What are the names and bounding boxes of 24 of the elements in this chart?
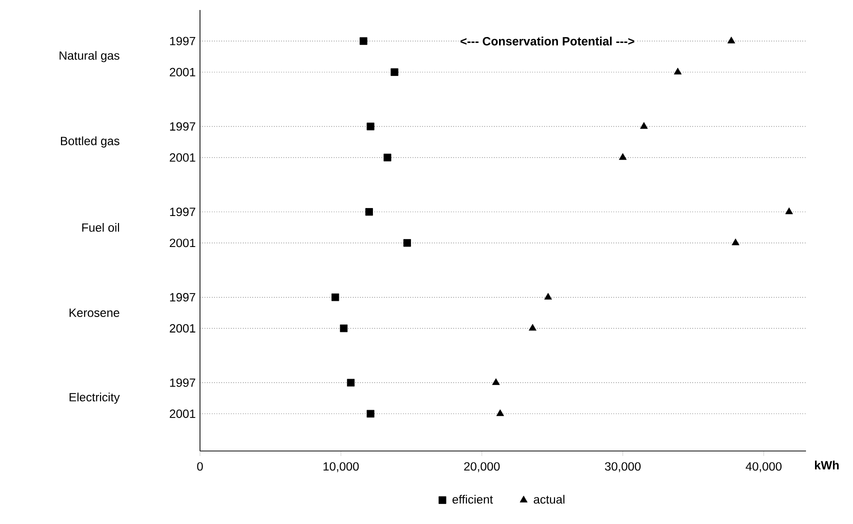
y-tick-label: 2001 bbox=[170, 410, 196, 418]
legend-label: actual bbox=[534, 494, 564, 504]
annotation: <--- Conservation Potential ---> bbox=[460, 36, 634, 46]
x-axis-title: kWh bbox=[815, 460, 839, 470]
y-tick-label: 2001 bbox=[170, 68, 196, 76]
x-tick-label: 10,000 bbox=[324, 462, 359, 472]
y-tick-label: 1997 bbox=[170, 208, 196, 216]
x-tick-label: 40,000 bbox=[746, 462, 782, 472]
y-tick-label: 2001 bbox=[170, 153, 196, 162]
text: Natural gas bbox=[60, 51, 120, 62]
text: Fuel oil bbox=[82, 223, 119, 232]
y-tick-label: 1997 bbox=[170, 122, 196, 131]
x-tick-label: 30,000 bbox=[604, 462, 641, 472]
text: Electricity bbox=[70, 392, 120, 404]
y-tick-label: 2001 bbox=[170, 324, 196, 333]
y-tick-label: 2001 bbox=[170, 238, 196, 248]
y-tick-label: 1997 bbox=[170, 293, 196, 302]
x-tick-label: 0 bbox=[197, 462, 203, 471]
legend-label: efficient bbox=[452, 494, 493, 504]
y-tick-label: 1997 bbox=[170, 378, 196, 387]
text: Bottled gas bbox=[60, 136, 120, 148]
x-tick-label: 20,000 bbox=[464, 462, 500, 472]
text: Kerosene bbox=[70, 308, 120, 317]
y-tick-label: 1997 bbox=[170, 36, 196, 46]
